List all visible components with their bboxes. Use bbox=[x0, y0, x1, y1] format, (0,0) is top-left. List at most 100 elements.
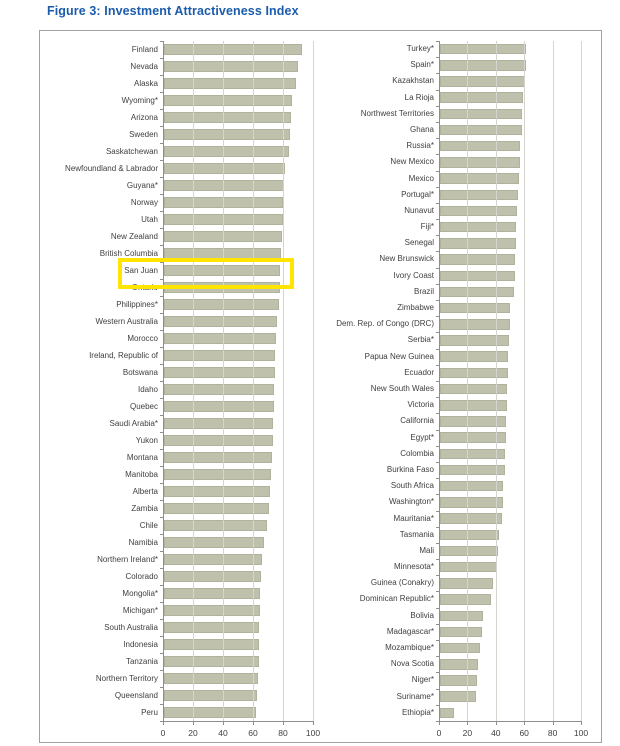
category-label: Finland bbox=[131, 45, 158, 54]
category-label: South Australia bbox=[104, 623, 158, 632]
bar bbox=[440, 659, 478, 670]
category-label: Tasmania bbox=[399, 529, 434, 539]
x-tick-label: 80 bbox=[278, 728, 288, 738]
bar bbox=[164, 673, 258, 684]
category-tick bbox=[160, 75, 163, 76]
y-axis-line bbox=[163, 41, 164, 721]
x-axis-line bbox=[439, 721, 581, 722]
category-label: Queensland bbox=[114, 691, 158, 700]
category-tick bbox=[160, 143, 163, 144]
bar bbox=[440, 254, 516, 265]
category-tick bbox=[160, 381, 163, 382]
bar bbox=[164, 571, 261, 582]
bar bbox=[440, 335, 509, 346]
category-label: Portugal* bbox=[401, 189, 434, 199]
category-tick bbox=[160, 619, 163, 620]
bar bbox=[440, 642, 480, 654]
category-tick bbox=[160, 585, 163, 586]
x-tick-label: 100 bbox=[573, 728, 589, 738]
category-label: Ghana bbox=[409, 124, 434, 134]
category-tick bbox=[160, 126, 163, 127]
category-tick bbox=[160, 245, 163, 246]
gridline bbox=[524, 41, 526, 721]
category-tick bbox=[160, 517, 163, 518]
category-label: Manitoba bbox=[125, 470, 158, 479]
bar bbox=[164, 707, 256, 718]
category-tick bbox=[436, 186, 439, 188]
bar bbox=[164, 554, 262, 565]
category-label: Montana bbox=[126, 453, 158, 462]
category-tick bbox=[160, 364, 163, 365]
gridline bbox=[193, 41, 194, 721]
category-label: Guyana* bbox=[126, 181, 158, 190]
category-label: Mali bbox=[419, 545, 434, 555]
category-tick bbox=[160, 568, 163, 569]
bar bbox=[164, 622, 260, 633]
category-tick bbox=[436, 494, 439, 496]
category-tick bbox=[160, 109, 163, 110]
category-label: Morocco bbox=[127, 334, 158, 343]
category-tick bbox=[160, 415, 163, 416]
category-label: Dem. Rep. of Congo (DRC) bbox=[336, 319, 434, 329]
category-tick bbox=[436, 73, 439, 75]
category-label: Dominican Republic* bbox=[359, 594, 434, 604]
bar bbox=[164, 384, 275, 395]
bar bbox=[440, 302, 511, 314]
x-axis-tick bbox=[193, 721, 194, 725]
x-axis-tick bbox=[283, 721, 284, 725]
category-label: La Rioja bbox=[404, 92, 434, 102]
bar bbox=[164, 95, 292, 106]
bar bbox=[164, 435, 273, 446]
category-label: Minnesota* bbox=[393, 562, 434, 572]
category-label: Nevada bbox=[130, 62, 158, 71]
category-tick bbox=[436, 348, 439, 350]
gridline bbox=[253, 41, 254, 721]
gridline bbox=[223, 41, 224, 721]
category-label: Kazakhstan bbox=[392, 76, 434, 86]
category-tick bbox=[160, 721, 163, 722]
category-label: Suriname* bbox=[396, 691, 434, 701]
category-label: Indonesia bbox=[123, 640, 158, 649]
category-label: Saskatchewan bbox=[105, 147, 158, 156]
category-tick bbox=[436, 591, 439, 593]
bar bbox=[164, 469, 272, 480]
bar bbox=[164, 486, 270, 497]
bar bbox=[164, 265, 281, 276]
x-axis-line bbox=[163, 721, 313, 722]
category-tick bbox=[436, 202, 439, 204]
bar bbox=[164, 350, 275, 361]
category-tick bbox=[436, 364, 439, 366]
gridline bbox=[467, 41, 469, 721]
category-label: Madagascar* bbox=[386, 626, 434, 636]
bar bbox=[440, 480, 504, 492]
category-label: Idaho bbox=[137, 385, 158, 394]
category-tick bbox=[436, 397, 439, 399]
category-tick bbox=[160, 262, 163, 263]
bar bbox=[164, 401, 275, 412]
category-label: Tanzania bbox=[125, 657, 158, 666]
bar bbox=[164, 333, 276, 344]
category-tick bbox=[436, 542, 439, 544]
category-label: Northwest Territories bbox=[360, 108, 434, 118]
bar bbox=[440, 578, 493, 589]
bar bbox=[440, 497, 503, 508]
bar bbox=[164, 690, 257, 701]
category-label: Norway bbox=[130, 198, 158, 207]
category-label: Papua New Guinea bbox=[364, 351, 434, 361]
category-tick bbox=[160, 279, 163, 280]
category-tick bbox=[160, 41, 163, 42]
category-tick bbox=[160, 58, 163, 59]
bar bbox=[440, 124, 523, 136]
category-tick bbox=[436, 283, 439, 285]
category-label: Michigan* bbox=[122, 606, 158, 615]
gridline bbox=[552, 41, 554, 721]
x-tick-label: 20 bbox=[462, 728, 473, 738]
category-label: Colombia bbox=[400, 448, 434, 458]
category-label: Quebec bbox=[129, 402, 158, 411]
category-tick bbox=[436, 300, 439, 302]
category-tick bbox=[436, 559, 439, 561]
category-tick bbox=[436, 688, 439, 690]
category-label: Mexico bbox=[408, 173, 434, 183]
category-label: Chile bbox=[139, 521, 158, 530]
x-tick-label: 60 bbox=[519, 728, 529, 738]
